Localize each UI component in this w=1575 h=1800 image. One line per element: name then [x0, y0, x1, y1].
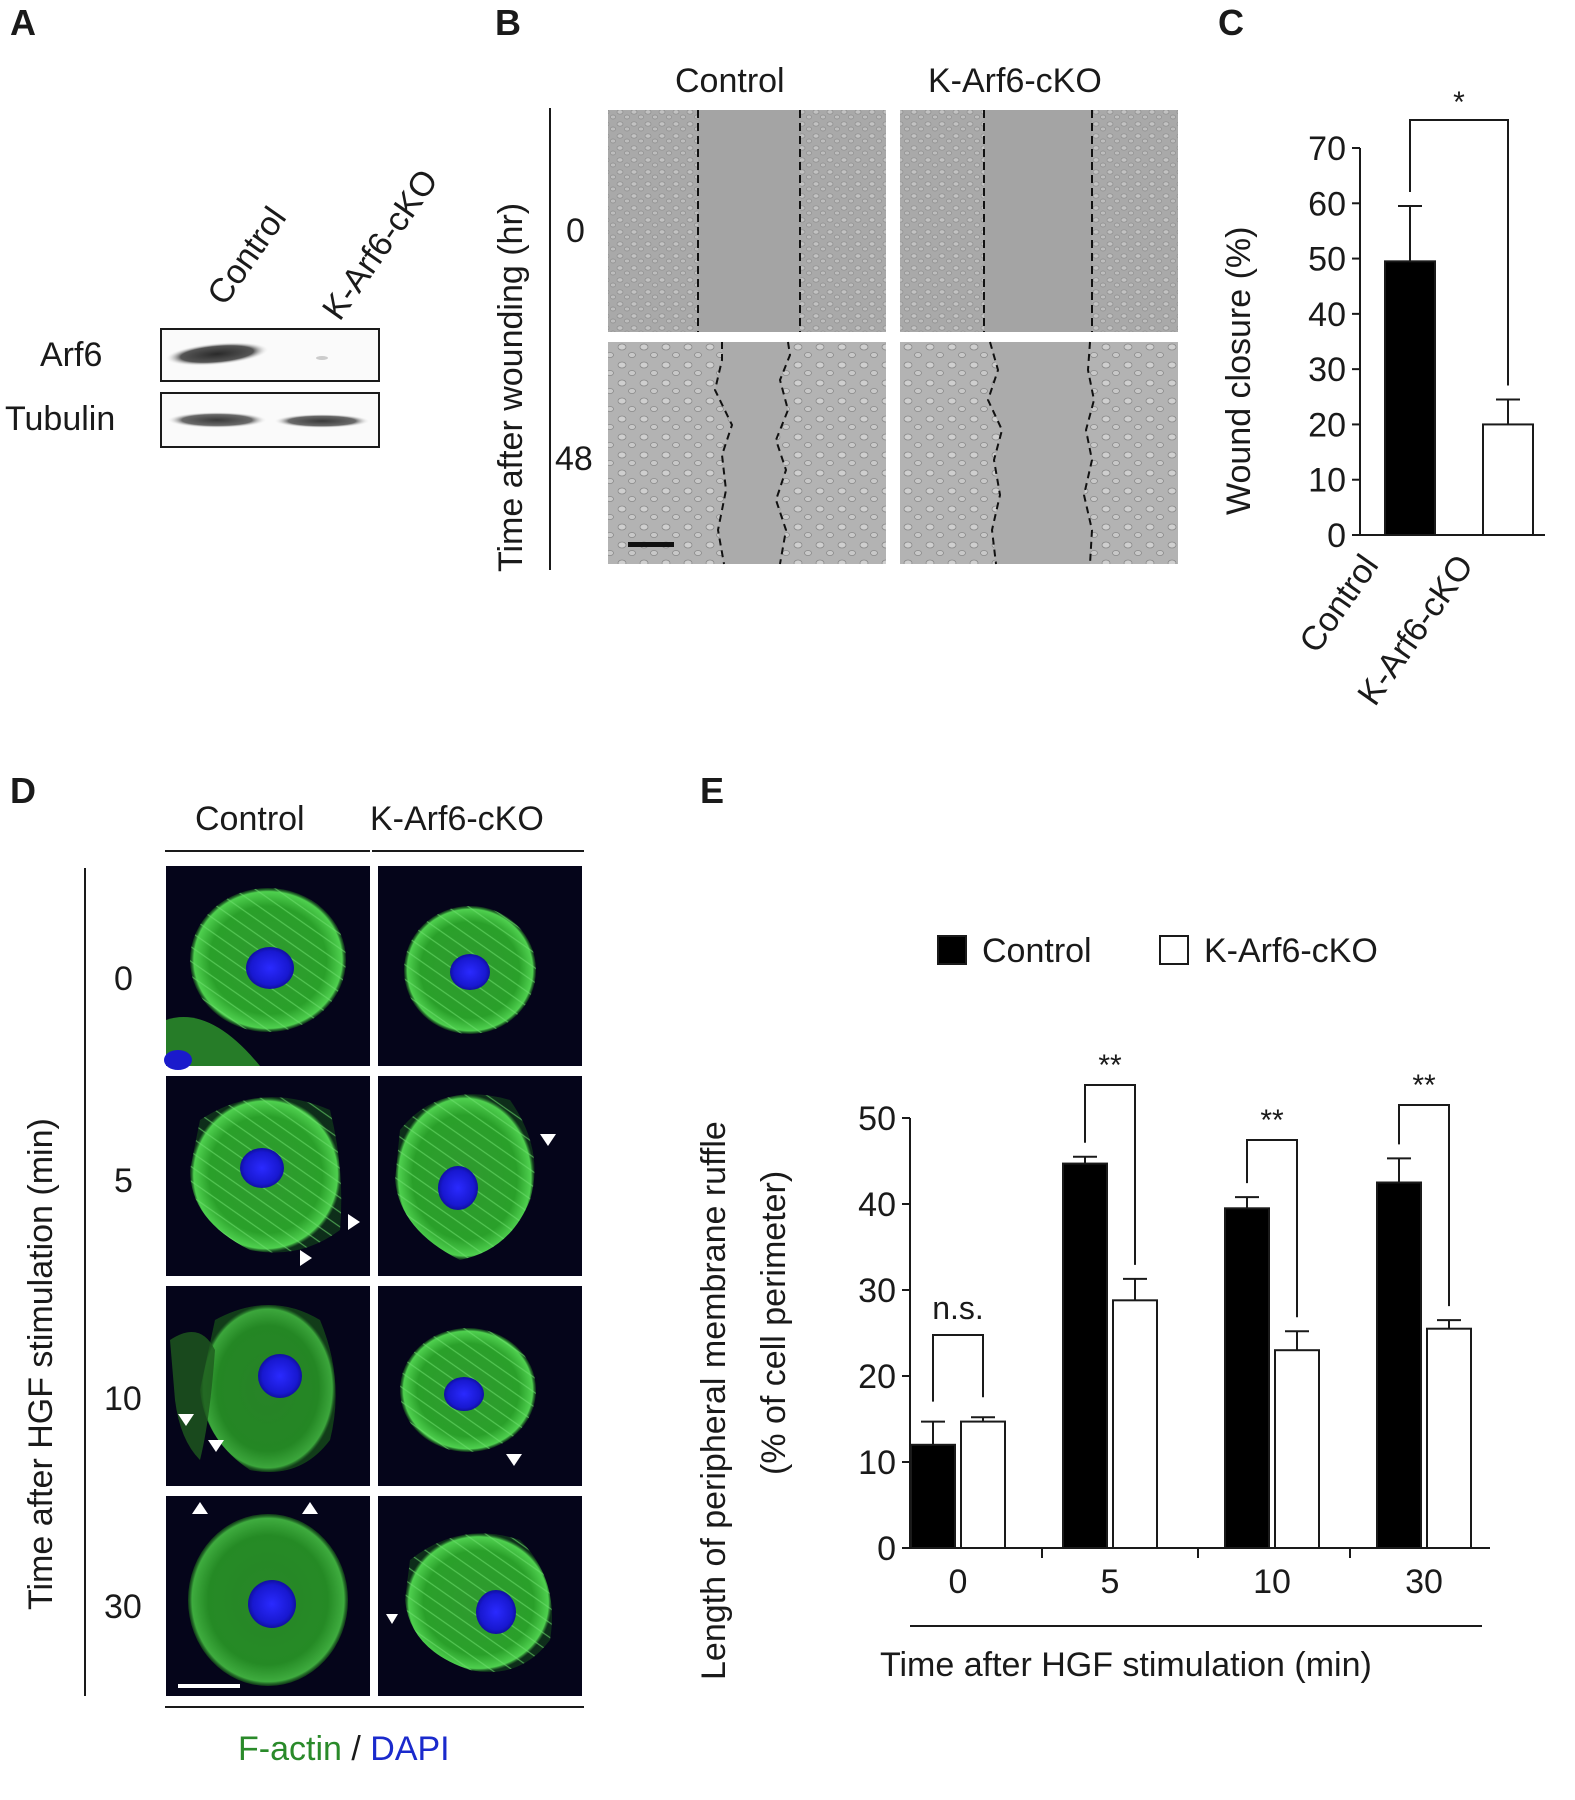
blot-arf6 — [160, 328, 380, 382]
blot-tubulin-bands — [167, 412, 370, 428]
chart-e-legend-label: K-Arf6-cKO — [1204, 932, 1378, 970]
chart-c-ytick-label: 20 — [1308, 406, 1346, 444]
chart-e-bar — [1062, 1162, 1108, 1549]
panel-c-letter: C — [1218, 2, 1244, 43]
chart-e-bar — [960, 1420, 1006, 1549]
chart-e-sig-bracket — [1084, 1084, 1136, 1265]
chart-e-xtick-label: 10 — [1253, 1563, 1291, 1601]
stain-separator: / — [341, 1730, 371, 1768]
chart-e-ytick-label: 50 — [858, 1100, 896, 1138]
chart-e-sig-label: ** — [1412, 1069, 1436, 1102]
chart-c-sig-star: * — [1453, 86, 1465, 119]
stain-label-factin: F-actin — [238, 1730, 342, 1768]
fluor-col-underline-ko — [372, 850, 584, 852]
chart-e-legend-label: Control — [982, 932, 1092, 970]
stain-label-dapi: DAPI — [370, 1730, 450, 1768]
chart-e-legend-swatch — [937, 935, 967, 965]
chart-e-ytick-label: 0 — [877, 1530, 896, 1568]
wound-time-48: 48 — [555, 440, 593, 478]
chart-c-bar — [1482, 423, 1534, 536]
chart-e-ytick-label: 20 — [858, 1358, 896, 1396]
fluor-bottom-underline — [165, 1706, 584, 1708]
panel-b-letter: B — [495, 2, 521, 43]
chart-e-bar — [910, 1443, 956, 1550]
fluor-col-label-control: Control — [195, 800, 305, 838]
fluor-time-axis-line — [84, 868, 86, 1696]
chart-e-sig-bracket — [932, 1334, 984, 1402]
chart-e-sig-label: ** — [1098, 1049, 1122, 1082]
fluor-col-underline-control — [165, 850, 370, 852]
chart-c-ytick-label: 10 — [1308, 462, 1346, 500]
chart-e-xlabel: Time after HGF stimulation (min) — [880, 1646, 1372, 1684]
chart-e-xtick-label: 30 — [1405, 1563, 1443, 1601]
chart-e-bar — [1426, 1327, 1472, 1549]
fluor-time-0: 0 — [114, 960, 133, 998]
chart-e-sig-bracket — [1246, 1139, 1298, 1318]
fluor-time-10: 10 — [104, 1380, 142, 1418]
chart-c-ytick-label: 30 — [1308, 351, 1346, 389]
wound-time-axis-line — [549, 108, 551, 570]
panel-a-letter: A — [10, 2, 36, 43]
blot-row-label-arf6: Arf6 — [40, 336, 103, 374]
chart-e-legend-swatch — [1159, 935, 1189, 965]
chart-e-ytick-label: 40 — [858, 1186, 896, 1224]
fluor-time-5: 5 — [114, 1162, 133, 1200]
chart-e-ytick-label: 30 — [858, 1272, 896, 1310]
wound-col-label-ko: K-Arf6-cKO — [928, 62, 1102, 100]
panel-e-letter: E — [700, 770, 725, 811]
chart-e-sig-label: ** — [1260, 1104, 1284, 1137]
blot-arf6-bands — [165, 342, 328, 366]
chart-e-xtick-label: 5 — [1101, 1563, 1120, 1601]
chart-e-bar — [1376, 1181, 1422, 1549]
fluor-time-30: 30 — [104, 1588, 142, 1626]
chart-e-ytick-label: 10 — [858, 1444, 896, 1482]
chart-e-bar — [1224, 1207, 1270, 1550]
chart-c-sig-bracket — [1409, 119, 1509, 386]
wound-time-0: 0 — [566, 212, 585, 250]
blot-tubulin — [160, 392, 380, 448]
chart-e-xtick-label: 0 — [949, 1563, 968, 1601]
fluor-col-label-ko: K-Arf6-cKO — [370, 800, 544, 838]
wound-col-label-control: Control — [675, 62, 785, 100]
chart-c-ytick-label: 40 — [1308, 296, 1346, 334]
chart-e-sig-label: n.s. — [932, 1290, 984, 1326]
chart-c-ytick-label: 70 — [1308, 130, 1346, 168]
chart-c-ytick-label: 0 — [1327, 517, 1346, 555]
chart-e-bar — [1112, 1299, 1158, 1549]
chart-e-bar — [1274, 1349, 1320, 1549]
chart-e-sig-bracket — [1398, 1104, 1450, 1307]
chart-c-ytick-label: 50 — [1308, 241, 1346, 279]
blot-row-label-tubulin: Tubulin — [5, 400, 116, 438]
chart-c-ytick-label: 60 — [1308, 185, 1346, 223]
panel-d-letter: D — [10, 770, 36, 811]
fluor-stain-legend: F-actin / DAPI — [238, 1730, 450, 1769]
